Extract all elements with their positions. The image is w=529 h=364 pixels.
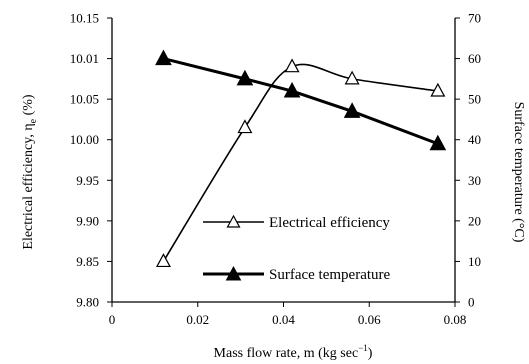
point-surface-temperature [429, 134, 447, 151]
y-left-tick-label: 10.01 [70, 51, 99, 66]
y-right-tick-label: 0 [468, 295, 475, 310]
legend-label-surface-temperature: Surface temperature [269, 267, 391, 283]
y-axis-left-title: Electrical efficiency, ηe (%) [21, 94, 39, 250]
x-tick-label: 0.06 [358, 312, 381, 327]
y-right-tick-label: 40 [468, 132, 481, 147]
legend-marker-filled-triangle [225, 265, 242, 281]
y-left-tick-label: 9.95 [76, 173, 99, 188]
point-electrical-efficiency [430, 82, 446, 97]
y-left-tick-label: 9.85 [76, 254, 99, 269]
legend: Electrical efficiency Surface temperatur… [203, 214, 391, 283]
series-markers [155, 49, 447, 268]
series-line-surface-temperature [163, 57, 439, 146]
legend-label-electrical-efficiency: Electrical efficiency [269, 215, 390, 231]
y-right-tick-label: 30 [468, 173, 481, 188]
y-left-tick-label: 10.00 [70, 132, 99, 147]
y-right-tick-label: 10 [468, 254, 481, 269]
y-right-tick-label: 50 [468, 92, 481, 107]
x-tick-label: 0 [109, 312, 116, 327]
y-left-tick-label: 9.80 [76, 295, 99, 310]
y-right-tick-label: 20 [468, 213, 481, 228]
point-electrical-efficiency [284, 58, 300, 73]
series-lines [162, 57, 439, 262]
point-surface-temperature [236, 69, 254, 86]
y-right-tick-label: 60 [468, 51, 481, 66]
point-surface-temperature [343, 102, 361, 118]
y-left-tick-label: 9.90 [76, 213, 99, 228]
legend-marker-open-triangle [226, 214, 241, 228]
y-axis-right-title: Surface temperature (°C) [511, 102, 526, 243]
point-surface-temperature [155, 49, 172, 66]
y-right-tick-label: 70 [468, 11, 481, 26]
tick-labels: 0 0.02 0.04 0.06 0.08 10.15 10.01 10.05 10.00 9.9… [70, 11, 481, 328]
tick-marks [107, 17, 460, 307]
point-electrical-efficiency [344, 70, 360, 85]
y-left-tick-label: 10.15 [70, 11, 99, 26]
x-tick-label: 0.04 [272, 312, 295, 327]
x-tick-label: 0.02 [186, 312, 209, 327]
y-left-tick-label: 10.05 [70, 92, 99, 107]
point-electrical-efficiency [155, 253, 171, 268]
x-tick-label: 0.08 [444, 312, 467, 327]
point-surface-temperature [283, 81, 301, 98]
x-axis-title: Mass flow rate, m (kg sec−1) [214, 343, 373, 361]
point-electrical-efficiency [237, 119, 253, 134]
